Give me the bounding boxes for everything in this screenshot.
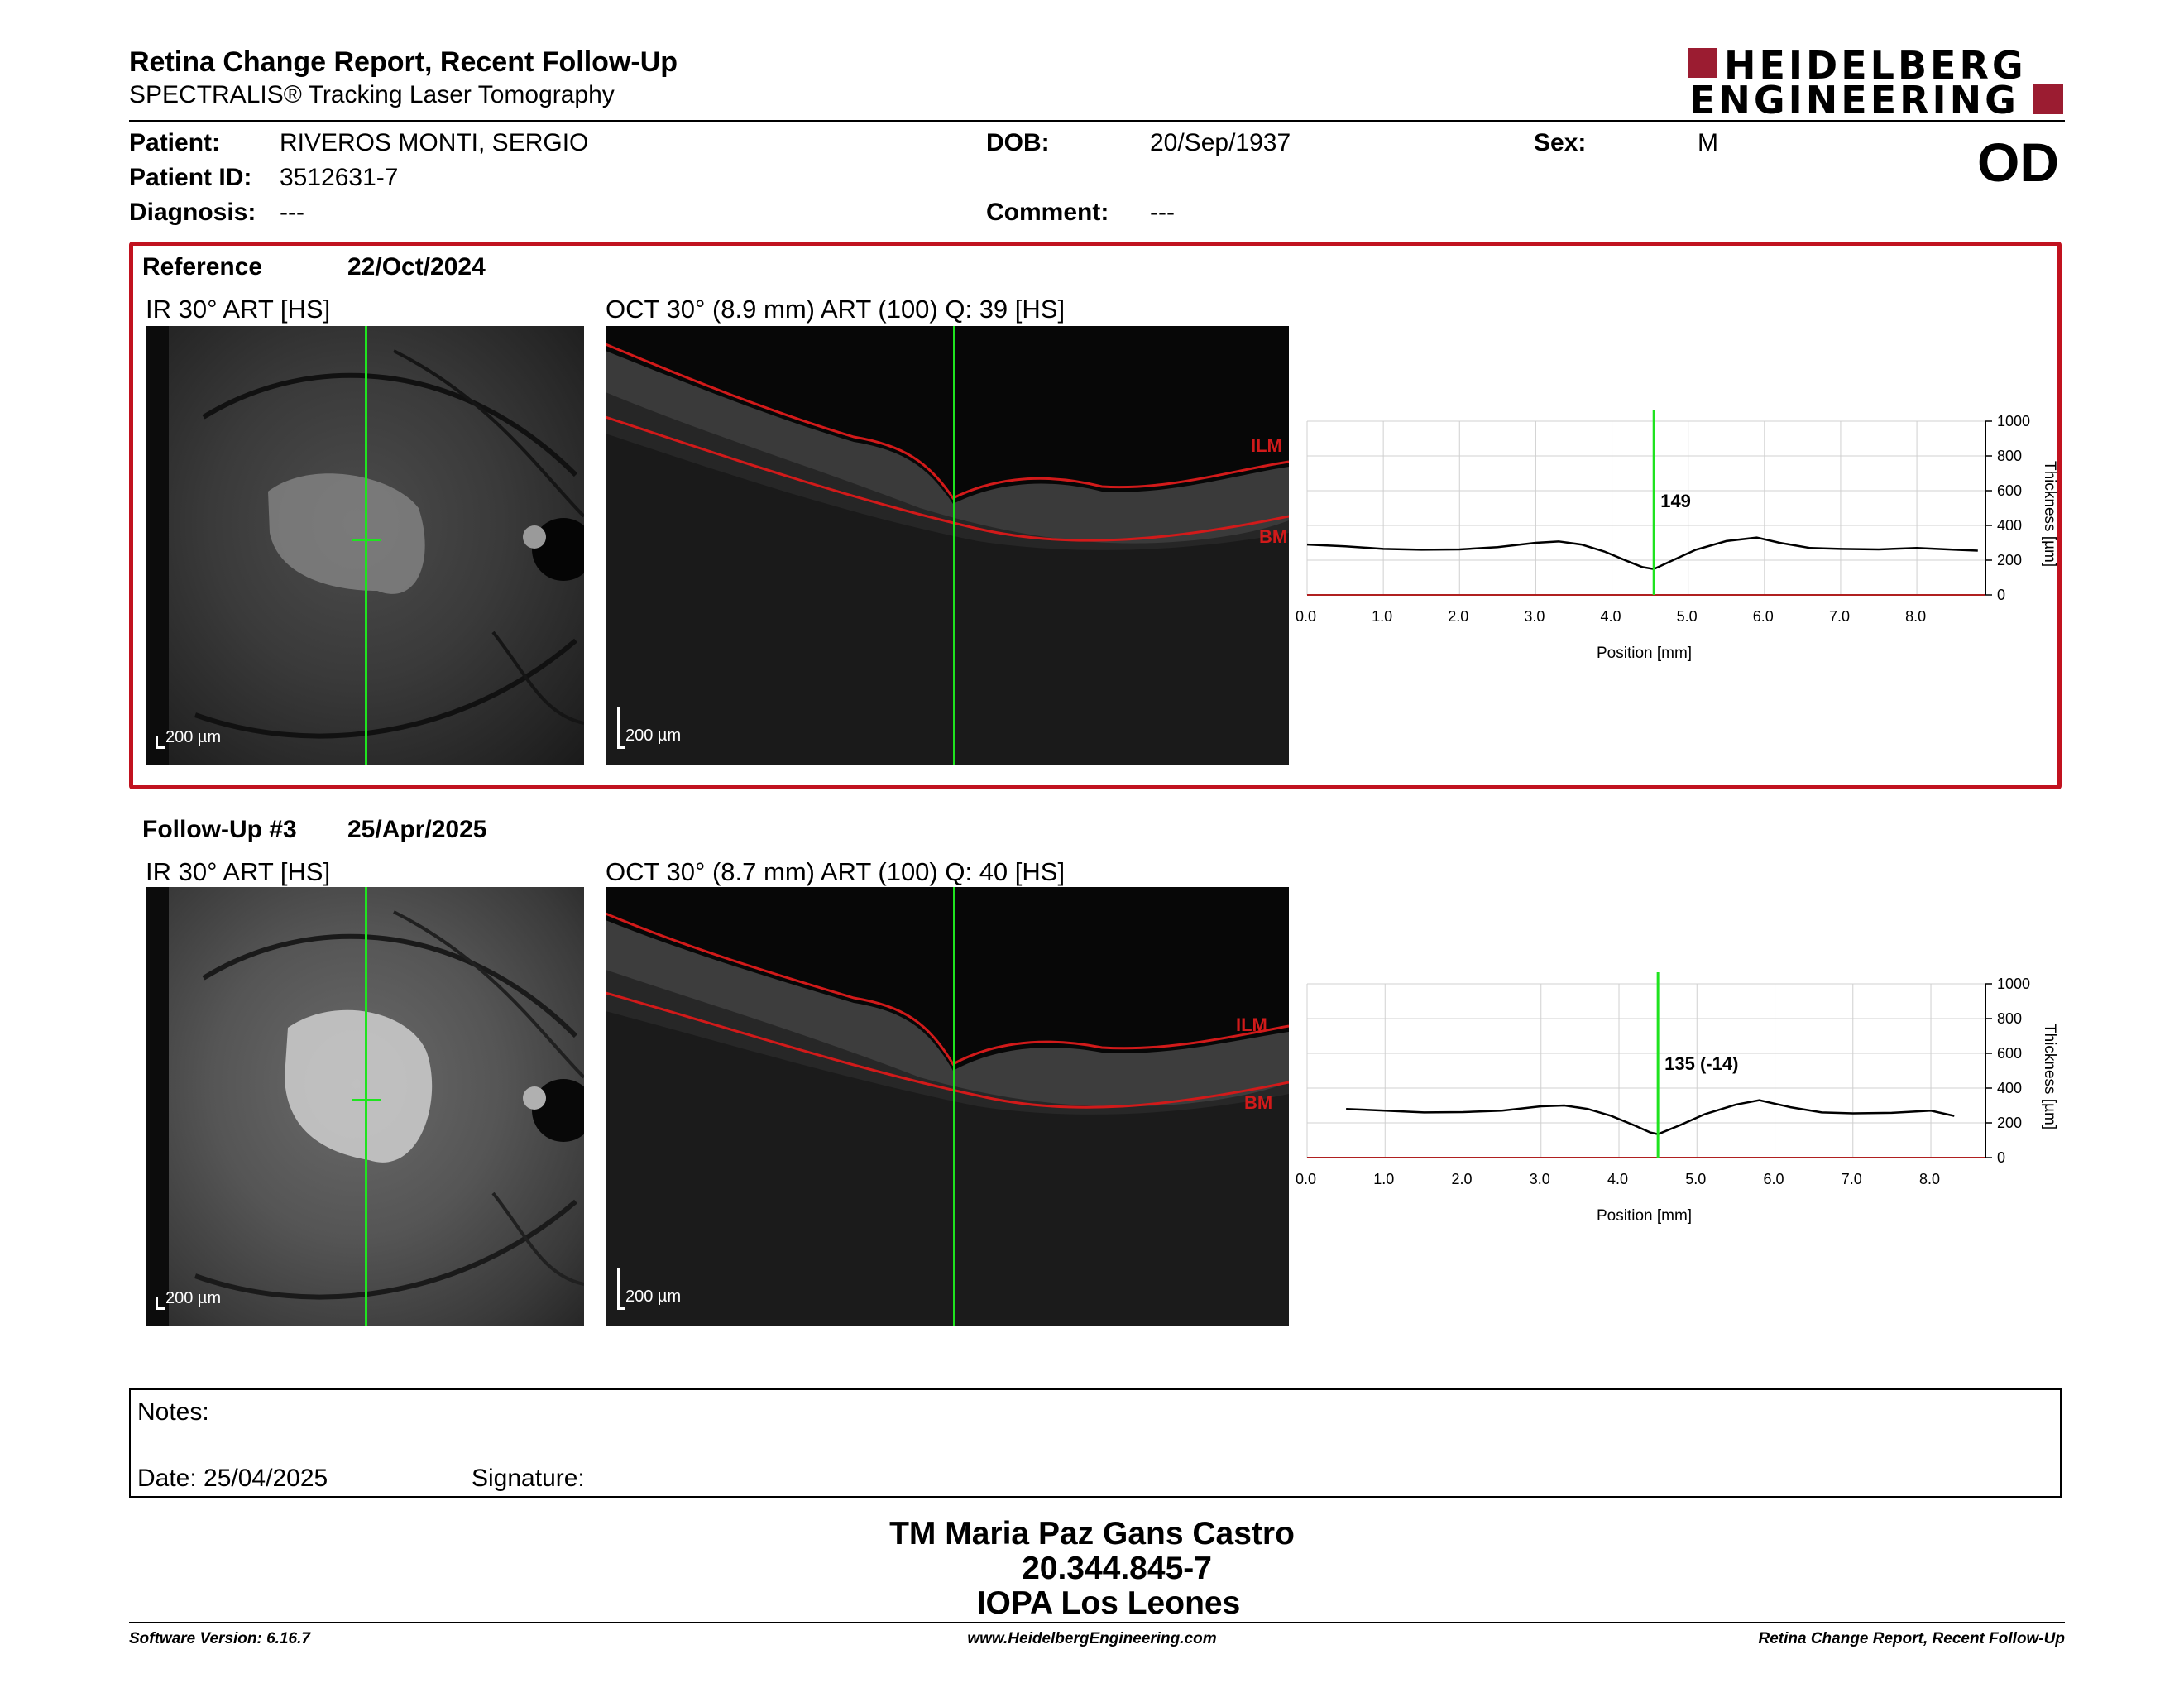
x-tick-label: 1.0 xyxy=(1372,608,1392,625)
x-axis-label: Position [mm] xyxy=(1597,1207,1692,1225)
ir-fundus-image: 200 µm xyxy=(146,326,584,765)
comment-label: Comment: xyxy=(986,199,1109,226)
scan-position-line xyxy=(953,326,956,765)
logo-text-top: HEIDELBERG xyxy=(1724,43,2027,88)
patient-name: RIVEROS MONTI, SERGIO xyxy=(280,129,589,156)
comment-value: --- xyxy=(1150,199,1175,226)
oct-title: OCT 30° (8.9 mm) ART (100) Q: 39 [HS] xyxy=(606,295,1066,324)
y-axis-label: Thickness [µm] xyxy=(2041,461,2058,567)
x-tick-label: 5.0 xyxy=(1677,608,1698,625)
x-tick-label: 6.0 xyxy=(1753,608,1774,625)
ir-fundus-image: 200 µm xyxy=(146,887,584,1326)
x-tick-label: 4.0 xyxy=(1601,608,1621,625)
bm-label: BM xyxy=(1244,1092,1272,1113)
x-tick-label: 3.0 xyxy=(1524,608,1545,625)
x-tick-label: 6.0 xyxy=(1764,1171,1784,1187)
oct-bscan-image: ILM BM 200 µm xyxy=(606,887,1289,1326)
x-tick-label: 8.0 xyxy=(1905,608,1926,625)
x-tick-label: 2.0 xyxy=(1452,1171,1473,1187)
eye-indicator: OD xyxy=(1977,132,2059,193)
exam-date: 25/Apr/2025 xyxy=(347,816,487,843)
exam-label: Follow-Up #3 xyxy=(142,816,297,843)
oct-scale-label: 200 µm xyxy=(625,727,682,745)
y-tick-label: 600 xyxy=(1997,1045,2022,1062)
report-title: Retina Change Report, Recent Follow-Up xyxy=(129,46,678,78)
scan-line xyxy=(365,887,367,1326)
notes-box: Notes: Date: 25/04/2025 Signature: xyxy=(129,1388,2062,1498)
thickness-chart-followup: 0 200 400 600 800 1000 0.0 1.0 2.0 3.0 4.0 5.0 6.0 7.… xyxy=(1296,972,2058,1225)
x-tick-label: 3.0 xyxy=(1530,1171,1550,1187)
logo-square-top xyxy=(1688,48,1717,78)
oct-bscan-image: ILM BM 200 µm xyxy=(606,326,1289,765)
sex-label: Sex: xyxy=(1534,129,1587,156)
signatory-name: TM Maria Paz Gans Castro xyxy=(889,1516,1295,1551)
oct-scale-label: 200 µm xyxy=(625,1288,682,1306)
notes-label: Notes: xyxy=(137,1398,209,1426)
ilm-label: ILM xyxy=(1236,1014,1267,1035)
signature-label: Signature: xyxy=(472,1465,585,1492)
ir-scale-label: 200 µm xyxy=(165,1289,222,1307)
x-tick-label: 8.0 xyxy=(1919,1171,1940,1187)
patient-id-label: Patient ID: xyxy=(129,164,252,191)
x-tick-label: 0.0 xyxy=(1296,608,1316,625)
x-tick-label: 0.0 xyxy=(1296,1171,1316,1187)
y-tick-label: 1000 xyxy=(1997,976,2030,992)
marker-value-label: 135 (-14) xyxy=(1664,1053,1738,1074)
oct-title: OCT 30° (8.7 mm) ART (100) Q: 40 [HS] xyxy=(606,857,1066,886)
footer-report-title: Retina Change Report, Recent Follow-Up xyxy=(1758,1630,2065,1647)
ilm-label: ILM xyxy=(1251,435,1282,456)
y-tick-label: 0 xyxy=(1997,587,2005,603)
bm-label: BM xyxy=(1259,526,1287,547)
patient-id-value: 3512631-7 xyxy=(280,164,399,191)
y-tick-label: 800 xyxy=(1997,448,2022,464)
header-divider xyxy=(129,120,2065,122)
patient-label: Patient: xyxy=(129,129,221,156)
y-tick-label: 400 xyxy=(1997,1080,2022,1096)
heidelberg-logo: HEIDELBERG ENGINEERING xyxy=(1688,43,2068,122)
sex-value: M xyxy=(1698,129,1718,156)
x-tick-label: 7.0 xyxy=(1829,608,1850,625)
scan-position-line xyxy=(953,887,956,1326)
diagnosis-label: Diagnosis: xyxy=(129,199,256,226)
x-tick-label: 5.0 xyxy=(1685,1171,1706,1187)
y-tick-label: 200 xyxy=(1997,552,2022,568)
footer-divider xyxy=(129,1622,2065,1623)
marker-value-label: 149 xyxy=(1660,491,1691,511)
report-subtitle: SPECTRALIS® Tracking Laser Tomography xyxy=(129,81,615,108)
y-tick-label: 400 xyxy=(1997,517,2022,534)
thickness-chart-reference: 0 200 400 600 800 1000 0.0 1.0 2.0 3.0 4.0 5.0 6.0 7.… xyxy=(1296,410,2058,662)
x-axis-label: Position [mm] xyxy=(1597,645,1692,662)
y-tick-label: 1000 xyxy=(1997,413,2030,429)
ir-title: IR 30° ART [HS] xyxy=(146,295,331,324)
scan-line xyxy=(365,326,367,765)
ir-scale-label: 200 µm xyxy=(165,728,222,746)
thickness-line xyxy=(1306,536,1978,571)
notes-date: Date: 25/04/2025 xyxy=(137,1465,328,1492)
diagnosis-value: --- xyxy=(280,199,304,226)
signatory-org: IOPA Los Leones xyxy=(976,1585,1241,1621)
website-link[interactable]: www.HeidelbergEngineering.com xyxy=(967,1630,1217,1647)
x-tick-label: 2.0 xyxy=(1448,608,1468,625)
y-tick-label: 0 xyxy=(1997,1149,2005,1166)
dob-value: 20/Sep/1937 xyxy=(1150,129,1291,156)
x-tick-label: 4.0 xyxy=(1607,1171,1628,1187)
ir-title: IR 30° ART [HS] xyxy=(146,857,331,886)
thickness-line xyxy=(1346,1099,1955,1135)
dob-label: DOB: xyxy=(986,129,1050,156)
y-tick-label: 800 xyxy=(1997,1010,2022,1027)
y-tick-label: 200 xyxy=(1997,1115,2022,1131)
x-tick-label: 7.0 xyxy=(1842,1171,1862,1187)
exam-label: Reference xyxy=(142,253,263,281)
y-axis-label: Thickness [µm] xyxy=(2041,1024,2058,1129)
exam-date: 22/Oct/2024 xyxy=(347,253,486,281)
logo-square-bottom xyxy=(2033,84,2063,114)
y-tick-label: 600 xyxy=(1997,482,2022,499)
logo-text-bottom: ENGINEERING xyxy=(1689,78,2019,122)
x-tick-label: 1.0 xyxy=(1373,1171,1394,1187)
software-version: Software Version: 6.16.7 xyxy=(129,1630,310,1647)
reference-frame xyxy=(129,242,2062,789)
signatory-id: 20.344.845-7 xyxy=(1022,1551,1212,1586)
